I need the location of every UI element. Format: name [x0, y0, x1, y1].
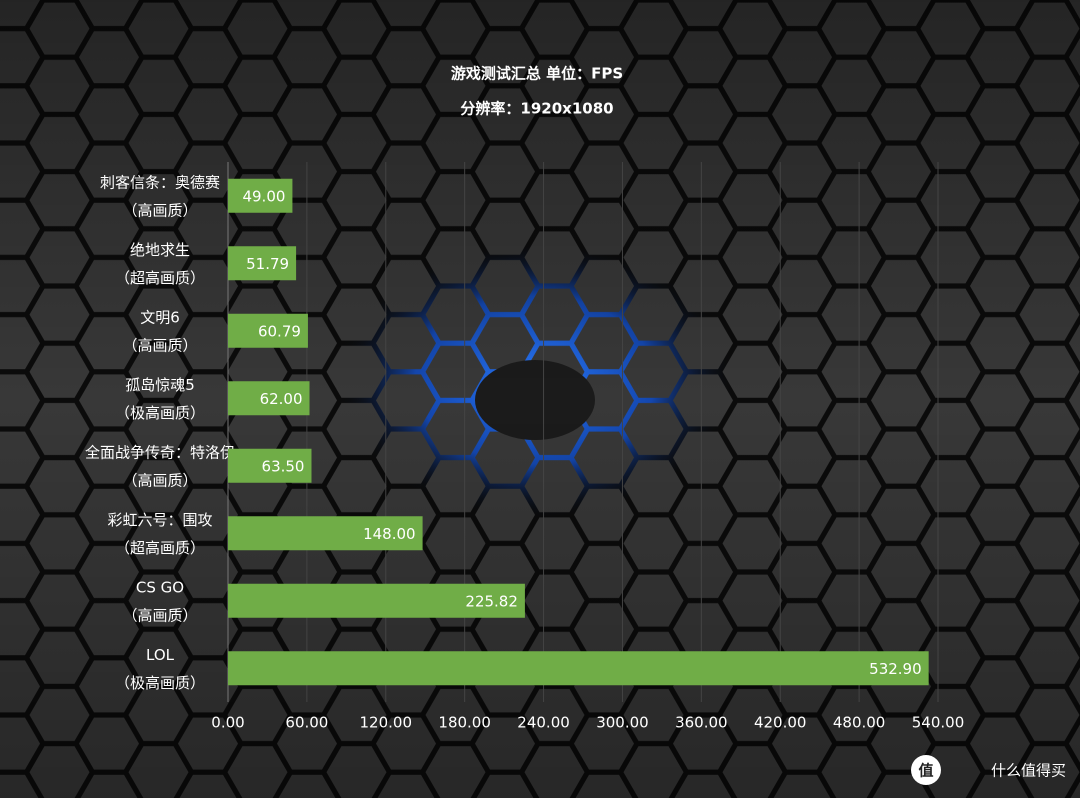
bar: [228, 516, 423, 551]
x-tick-label: 120.00: [360, 714, 413, 732]
x-tick-label: 420.00: [754, 714, 807, 732]
watermark-icon: 值: [918, 762, 933, 780]
value-label: 60.79: [258, 322, 301, 340]
value-label: 148.00: [363, 525, 416, 543]
y-tick-label: 刺客信条：奥德赛: [100, 173, 220, 191]
y-tick-label: 文明6: [140, 308, 180, 326]
bar: [228, 178, 293, 213]
bar: [228, 651, 929, 686]
x-tick-label: 60.00: [285, 714, 328, 732]
bar: [228, 246, 297, 281]
watermark-icon-bg: [911, 755, 941, 785]
chart-title: 游戏测试汇总 单位：FPS: [451, 65, 623, 83]
y-tick-label: LOL: [146, 646, 175, 664]
value-label: 63.50: [262, 457, 305, 475]
y-tick-label: （极高画质）: [115, 674, 205, 692]
x-tick-label: 540.00: [912, 714, 965, 732]
value-label: 532.90: [869, 660, 922, 678]
value-label: 62.00: [260, 390, 303, 408]
x-tick-label: 300.00: [596, 714, 649, 732]
y-tick-label: （高画质）: [122, 606, 197, 624]
y-tick-label: （极高画质）: [115, 404, 205, 422]
y-tick-label: （高画质）: [122, 336, 197, 354]
value-label: 51.79: [246, 255, 289, 273]
y-tick-label: 孤岛惊魂5: [125, 376, 195, 394]
bar: [228, 313, 308, 348]
chart-subtitle: 分辨率：1920x1080: [460, 100, 613, 118]
y-tick-label: 彩虹六号：围攻: [107, 511, 212, 529]
x-tick-label: 360.00: [675, 714, 728, 732]
y-tick-label: （超高画质）: [115, 269, 205, 287]
y-tick-label: （高画质）: [122, 471, 197, 489]
y-tick-label: 全面战争传奇：特洛伊: [85, 443, 235, 461]
bar: [228, 381, 310, 416]
value-label: 49.00: [242, 187, 285, 205]
x-tick-label: 0.00: [211, 714, 244, 732]
x-tick-label: 180.00: [438, 714, 491, 732]
x-tick-label: 240.00: [517, 714, 570, 732]
bar: [228, 583, 525, 618]
y-tick-label: （超高画质）: [115, 539, 205, 557]
x-tick-label: 480.00: [833, 714, 886, 732]
watermark: 值 什么值得买: [911, 755, 1066, 785]
bar: [228, 448, 312, 483]
value-label: 225.82: [465, 592, 518, 610]
watermark-text: 什么值得买: [991, 762, 1066, 780]
y-tick-label: 绝地求生: [130, 241, 190, 259]
y-tick-label: （高画质）: [122, 201, 197, 219]
y-tick-label: CS GO: [136, 578, 184, 596]
